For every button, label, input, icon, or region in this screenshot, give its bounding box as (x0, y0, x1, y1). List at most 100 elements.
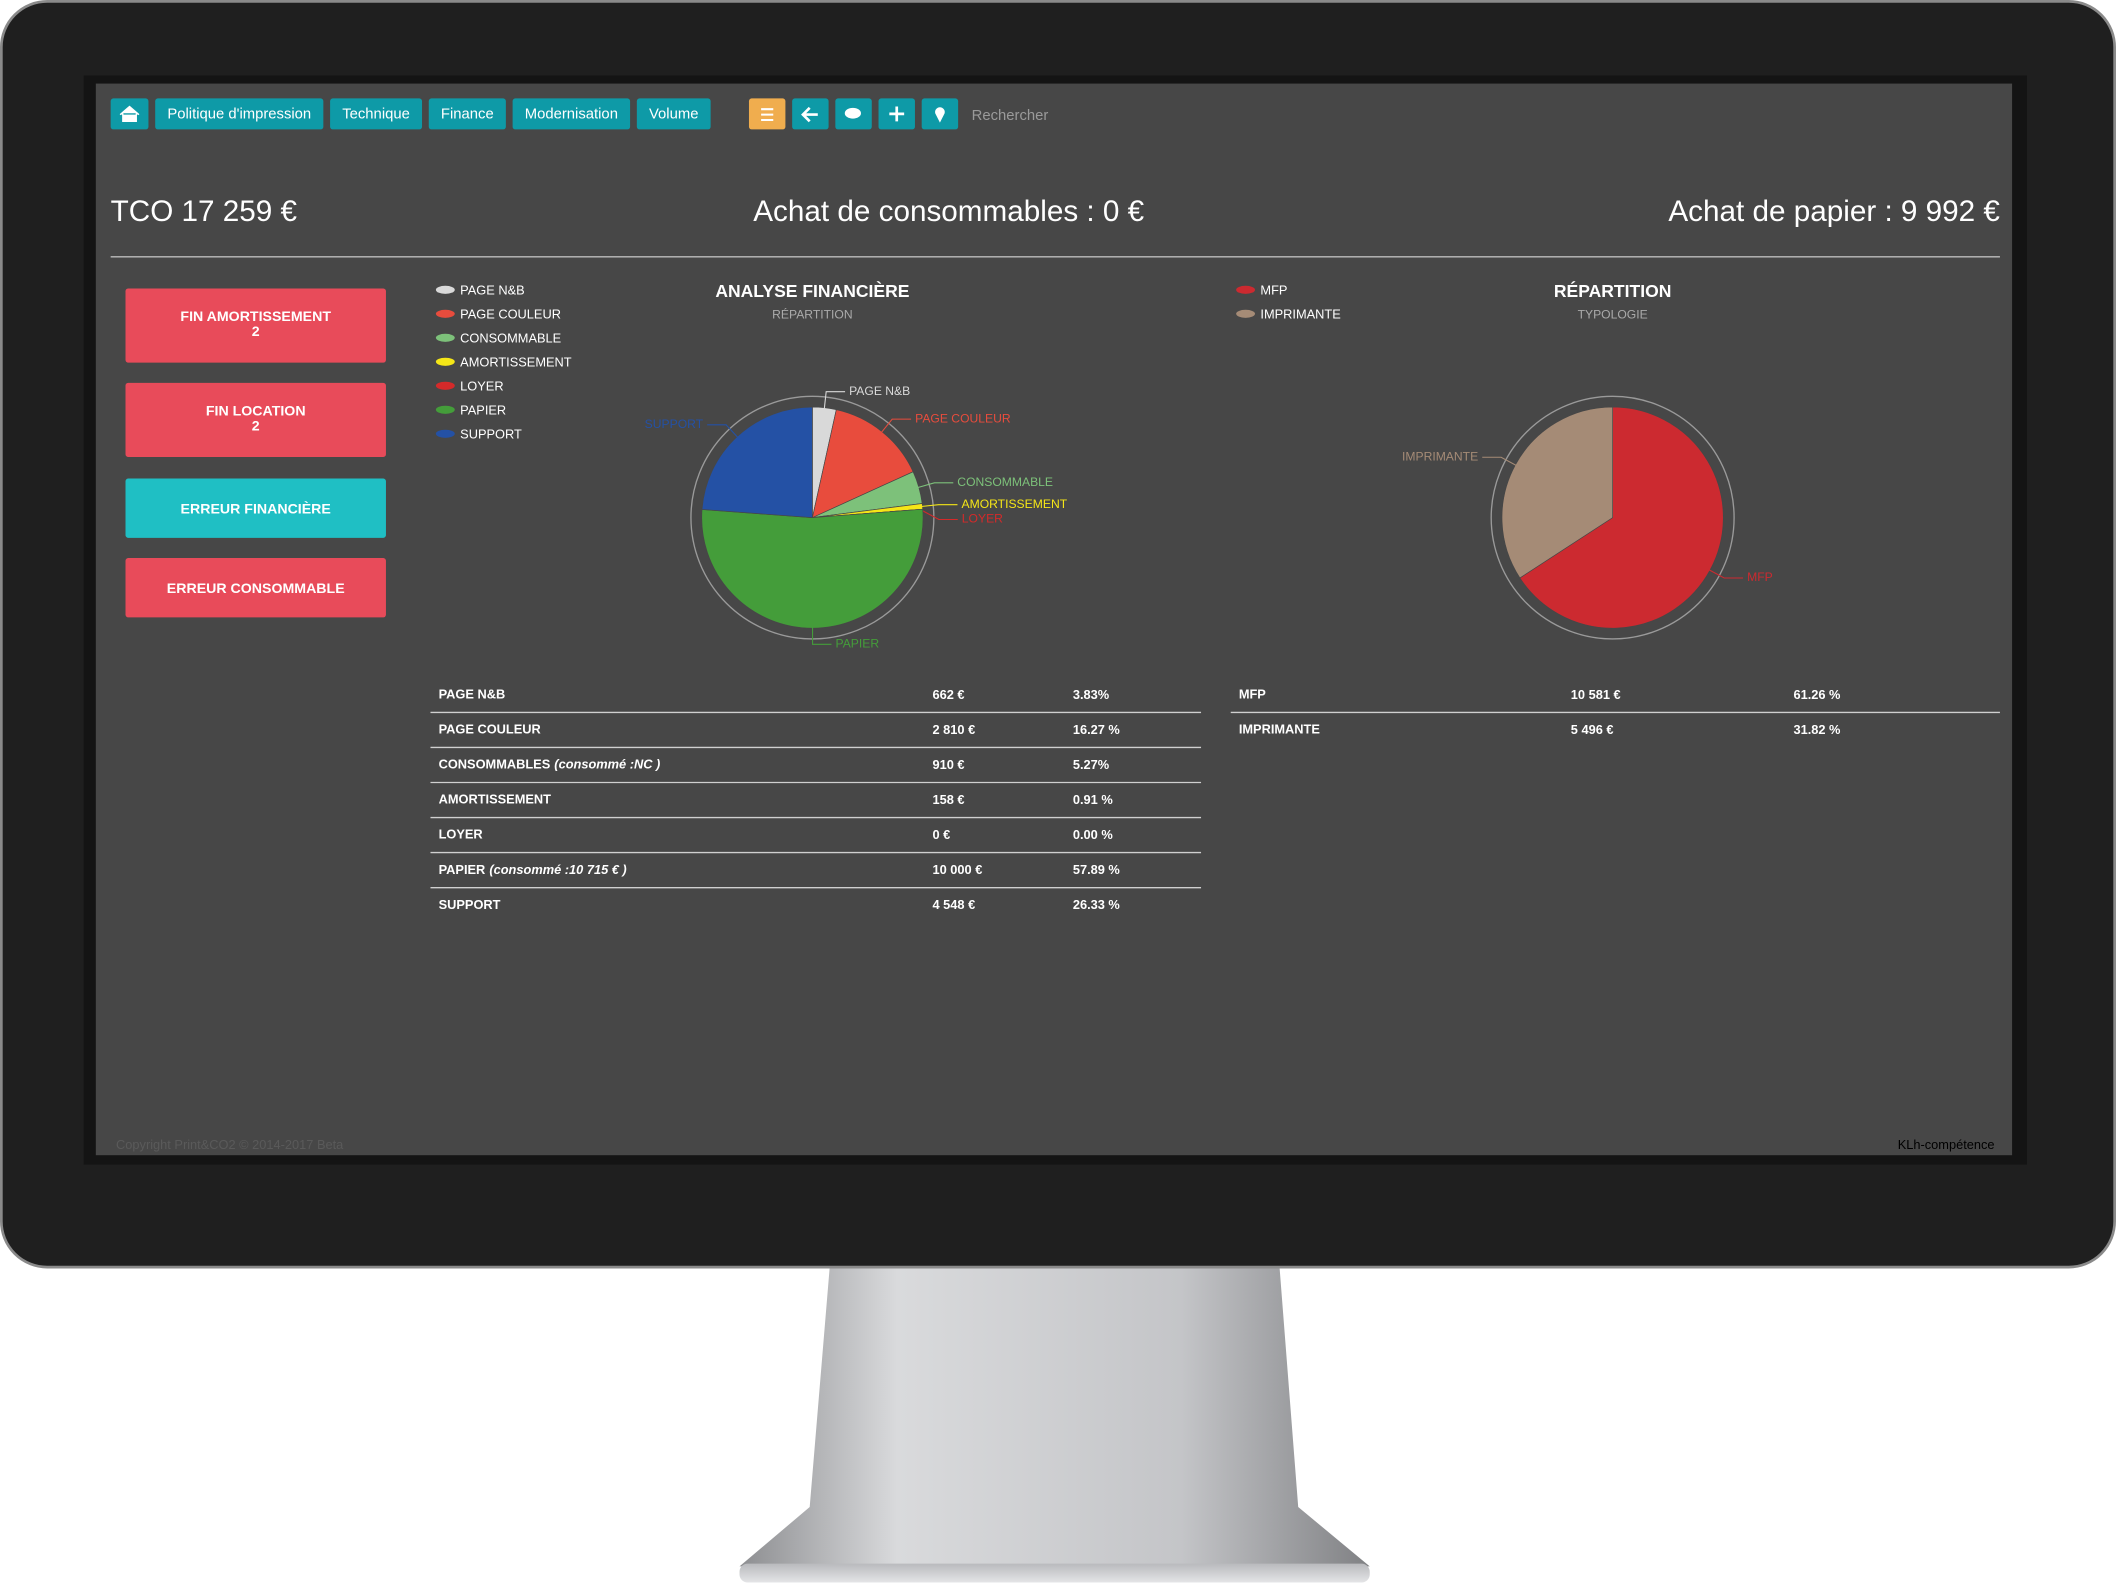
pie-leader (919, 504, 958, 508)
legend-swatch (1236, 309, 1256, 318)
pie-leader (879, 418, 912, 435)
table-cell: SUPPORT (439, 897, 501, 912)
screen (95, 83, 2013, 1156)
alert-button[interactable] (125, 478, 386, 538)
row-label: LOYER (439, 827, 483, 842)
alert-count: 2 (252, 324, 260, 340)
legend-label: AMORTISSEMENT (460, 355, 572, 370)
credit: KLh-compétence (1898, 1137, 1995, 1152)
nav-label[interactable]: Finance (441, 107, 494, 123)
legend-label: LOYER (460, 379, 503, 394)
table-cell: 5.27% (1073, 757, 1110, 772)
table-cell: 0.91 % (1073, 792, 1113, 807)
table-cell: 3.83% (1073, 687, 1110, 702)
table-cell: AMORTISSEMENT (439, 792, 552, 807)
nav-label[interactable]: Politique d'impression (167, 107, 311, 123)
pie-label: IMPRIMANTE (1402, 449, 1478, 463)
row-note: (consommé :NC ) (554, 757, 660, 772)
row-label: PAPIER (439, 862, 486, 877)
table-cell: 4 548 € (932, 897, 975, 912)
alert-button[interactable] (125, 288, 386, 363)
pie-leader (1482, 456, 1518, 467)
nav-label[interactable]: Volume (649, 107, 698, 123)
table-cell: 10 000 € (932, 862, 982, 877)
table-cell: LOYER (439, 827, 483, 842)
table-cell: 2 810 € (932, 722, 975, 737)
legend-label: PAGE COULEUR (460, 307, 561, 322)
table-cell: IMPRIMANTE (1239, 722, 1321, 737)
pie-label: LOYER (962, 512, 1003, 526)
table-cell: 16.27 % (1073, 722, 1121, 737)
chart-title: RÉPARTITION (1554, 280, 1671, 301)
legend-swatch (435, 333, 455, 342)
legend-label: PAPIER (460, 403, 506, 418)
paper-total: Achat de papier : 9 992 € (1668, 195, 2000, 228)
chart-subtitle: RÉPARTITION (772, 307, 852, 322)
alert-button[interactable] (125, 382, 386, 457)
legend-label: CONSOMMABLE (460, 331, 561, 346)
pie-label: PAGE N&B (849, 384, 910, 398)
monitor-base (739, 1563, 1370, 1583)
nav-label[interactable]: Modernisation (525, 107, 618, 123)
chart-title: ANALYSE FINANCIÈRE (715, 280, 909, 301)
legend-swatch (435, 381, 455, 390)
pie-leader (919, 508, 958, 521)
pie-leader (707, 424, 740, 439)
chat-icon (844, 107, 861, 119)
alert-button[interactable] (125, 558, 386, 618)
row-label: IMPRIMANTE (1239, 722, 1321, 737)
legend-label: PAGE N&B (460, 283, 525, 298)
alert-label: FIN LOCATION (206, 404, 306, 420)
table-cell: 910 € (932, 757, 964, 772)
search-input[interactable]: Rechercher (972, 108, 1049, 124)
nav-button[interactable] (636, 98, 711, 130)
legend-swatch (435, 285, 455, 294)
pie-label: SUPPORT (645, 417, 704, 431)
table-cell: 10 581 € (1571, 687, 1621, 702)
nav-label[interactable]: Technique (342, 107, 410, 123)
home-button[interactable] (110, 98, 149, 130)
add-icon (889, 106, 905, 122)
table-cell: 662 € (932, 687, 964, 702)
consumables-total: Achat de consommables : 0 € (753, 195, 1144, 228)
copyright: Copyright Print&CO2 © 2014-2017 Beta (116, 1137, 344, 1152)
legend-label: IMPRIMANTE (1260, 307, 1340, 322)
nav-button[interactable] (428, 98, 506, 130)
pie-leader (812, 625, 832, 645)
table-cell: 31.82 % (1793, 722, 1841, 737)
pie-label: AMORTISSEMENT (962, 497, 1068, 511)
pie-label: MFP (1747, 570, 1773, 584)
pie-leader (916, 482, 954, 489)
pie-ring (1490, 395, 1735, 640)
table-cell: 0 € (932, 827, 950, 842)
row-label: PAGE N&B (439, 687, 506, 702)
alert-count: 2 (252, 418, 260, 434)
table-cell: 158 € (932, 792, 964, 807)
table-cell: 0.00 % (1073, 827, 1113, 842)
table-cell: PAGE N&B (439, 687, 506, 702)
legend-label: SUPPORT (460, 427, 522, 442)
nav-button[interactable] (330, 98, 423, 130)
nav-button[interactable] (512, 98, 631, 130)
legend-swatch (435, 405, 455, 414)
table-cell: PAPIER (consommé :10 715 € ) (439, 862, 627, 877)
row-label: MFP (1239, 687, 1266, 702)
back-icon (801, 106, 818, 123)
legend-swatch (435, 429, 455, 438)
pie-label: CONSOMMABLE (957, 475, 1053, 489)
pie-label: PAPIER (836, 637, 880, 651)
table-cell: 61.26 % (1793, 687, 1841, 702)
chart-subtitle: TYPOLOGIE (1578, 308, 1648, 322)
pie-leader (1707, 568, 1744, 579)
row-label: SUPPORT (439, 897, 501, 912)
monitor-stand (739, 1264, 1370, 1567)
legend-swatch (435, 309, 455, 318)
tco-total: TCO 17 259 € (111, 195, 298, 228)
nav-button[interactable] (155, 98, 324, 130)
legend-swatch (435, 357, 455, 366)
table-cell: CONSOMMABLES (consommé :NC ) (439, 757, 661, 772)
menu-icon (761, 108, 774, 121)
location-icon (935, 107, 945, 123)
